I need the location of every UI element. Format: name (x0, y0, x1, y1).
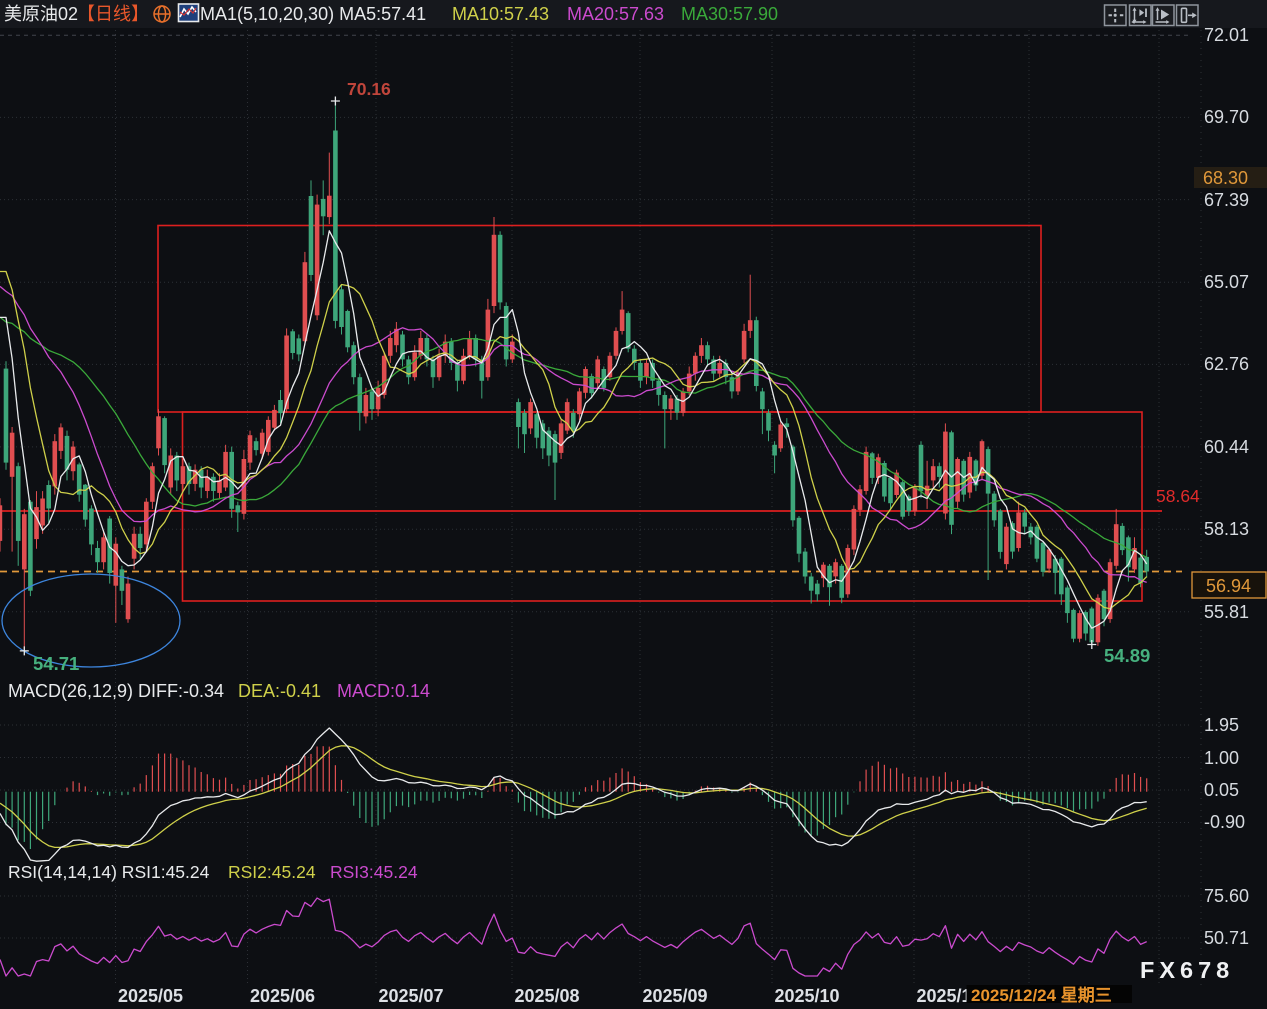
svg-text:RSI3:45.24: RSI3:45.24 (330, 862, 418, 882)
svg-text:-0.90: -0.90 (1204, 812, 1245, 832)
svg-text:DEA:-0.41: DEA:-0.41 (238, 681, 321, 701)
svg-text:2025/08: 2025/08 (515, 986, 580, 1006)
svg-text:75.60: 75.60 (1204, 886, 1249, 906)
svg-text:67.39: 67.39 (1204, 190, 1249, 210)
svg-text:56.94: 56.94 (1206, 576, 1251, 596)
svg-text:FX678: FX678 (1140, 957, 1234, 983)
svg-text:1.95: 1.95 (1204, 715, 1239, 735)
svg-text:65.07: 65.07 (1204, 272, 1249, 292)
svg-text:2025/05: 2025/05 (118, 986, 183, 1006)
svg-text:2025/06: 2025/06 (250, 986, 315, 1006)
svg-text:2025/1: 2025/1 (917, 986, 972, 1006)
svg-text:54.89: 54.89 (1104, 645, 1150, 666)
svg-text:69.70: 69.70 (1204, 107, 1249, 127)
svg-text:RSI(14,14,14) RSI1:45.24: RSI(14,14,14) RSI1:45.24 (8, 862, 210, 882)
svg-text:72.01: 72.01 (1204, 25, 1249, 45)
svg-text:2025/10: 2025/10 (775, 986, 840, 1006)
svg-text:美原油02: 美原油02 (4, 4, 78, 24)
svg-text:【日线】: 【日线】 (77, 4, 149, 24)
svg-text:2025/12/24 星期三: 2025/12/24 星期三 (971, 986, 1112, 1005)
svg-text:54.71: 54.71 (33, 653, 79, 674)
svg-text:MA1(5,10,20,30) MA5:57.41: MA1(5,10,20,30) MA5:57.41 (200, 4, 426, 24)
svg-text:MA30:57.90: MA30:57.90 (681, 4, 778, 24)
svg-text:2025/07: 2025/07 (379, 986, 444, 1006)
svg-text:MA10:57.43: MA10:57.43 (452, 4, 549, 24)
svg-text:50.71: 50.71 (1204, 928, 1249, 948)
svg-text:MA20:57.63: MA20:57.63 (567, 4, 664, 24)
svg-text:1.00: 1.00 (1204, 748, 1239, 768)
svg-text:2025/09: 2025/09 (643, 986, 708, 1006)
svg-text:68.30: 68.30 (1203, 168, 1248, 188)
svg-text:70.16: 70.16 (347, 79, 391, 99)
svg-text:MACD:0.14: MACD:0.14 (337, 681, 430, 701)
svg-text:0.05: 0.05 (1204, 780, 1239, 800)
svg-text:RSI2:45.24: RSI2:45.24 (228, 862, 316, 882)
svg-text:62.76: 62.76 (1204, 354, 1249, 374)
svg-text:MACD(26,12,9) DIFF:-0.34: MACD(26,12,9) DIFF:-0.34 (8, 681, 224, 701)
svg-text:58.64: 58.64 (1156, 486, 1200, 506)
svg-text:58.13: 58.13 (1204, 519, 1249, 539)
svg-text:55.81: 55.81 (1204, 602, 1249, 622)
svg-text:60.44: 60.44 (1204, 437, 1249, 457)
